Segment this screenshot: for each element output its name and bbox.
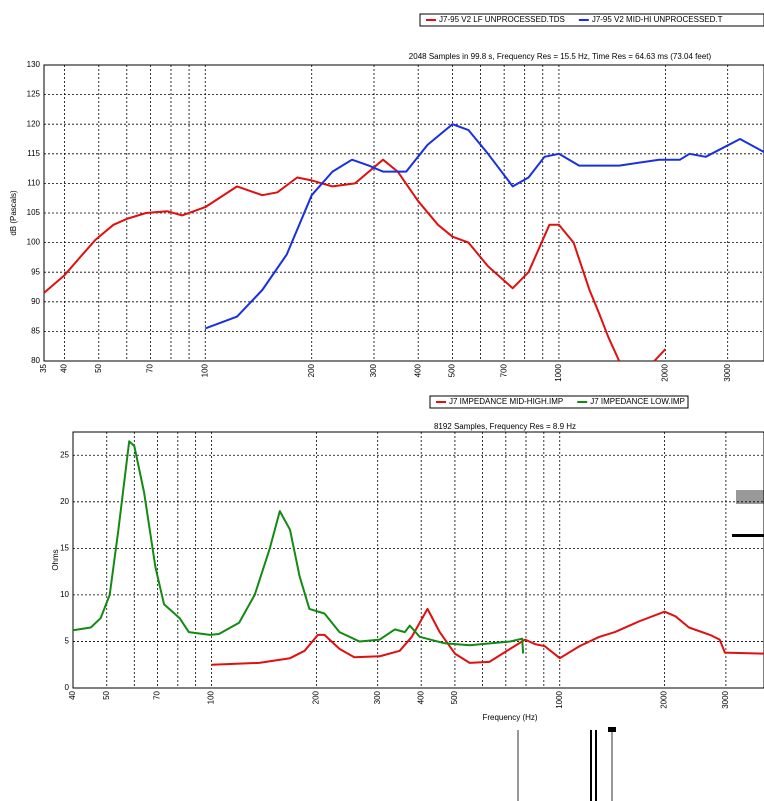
x-axis-label: Frequency (Hz) xyxy=(482,713,537,722)
legend-label: J7-95 V2 MID-HI UNPROCESSED.T xyxy=(592,15,723,24)
x-tick-label: 1000 xyxy=(555,690,564,708)
artifact xyxy=(608,727,616,732)
x-tick-label: 100 xyxy=(207,690,216,704)
x-tick-label: 40 xyxy=(60,363,69,372)
y-tick-label: 105 xyxy=(27,208,41,217)
series-line xyxy=(43,158,667,362)
x-tick-label: 400 xyxy=(413,363,422,377)
y-tick-label: 130 xyxy=(27,60,41,69)
y-tick-label: 10 xyxy=(60,590,69,599)
y-tick-label: 25 xyxy=(60,450,69,459)
chart-title: 2048 Samples in 99.8 s, Frequency Res = … xyxy=(409,52,712,61)
plot-frame xyxy=(43,64,764,362)
y-tick-label: 125 xyxy=(27,90,41,99)
x-tick-label: 2000 xyxy=(660,690,669,708)
x-tick-label: 50 xyxy=(94,363,103,372)
series-line xyxy=(211,607,764,666)
x-tick-label: 200 xyxy=(307,363,316,377)
x-tick-label: 1000 xyxy=(554,363,563,381)
y-axis-label: Ohms xyxy=(51,549,60,570)
x-tick-label: 400 xyxy=(416,690,425,704)
x-tick-label: 500 xyxy=(448,363,457,377)
legend-label: J7 IMPEDANCE MID-HIGH.IMP xyxy=(449,397,563,406)
series-line xyxy=(72,440,525,654)
x-tick-label: 2000 xyxy=(661,363,670,381)
y-tick-label: 5 xyxy=(65,637,70,646)
artifact xyxy=(732,534,764,537)
y-tick-label: 15 xyxy=(60,543,69,552)
y-tick-label: 110 xyxy=(27,179,40,188)
y-tick-label: 120 xyxy=(27,119,41,128)
y-tick-label: 115 xyxy=(27,149,40,158)
x-tick-label: 100 xyxy=(200,363,209,377)
y-tick-label: 95 xyxy=(31,267,40,276)
legend-box xyxy=(429,395,689,409)
x-tick-label: 35 xyxy=(39,363,48,372)
artifact xyxy=(736,490,764,504)
plot-frame xyxy=(72,431,764,689)
x-tick-label: 70 xyxy=(153,690,162,699)
y-tick-label: 80 xyxy=(31,356,40,365)
y-tick-label: 0 xyxy=(65,683,70,692)
x-tick-label: 40 xyxy=(68,690,77,699)
x-tick-label: 300 xyxy=(373,690,382,704)
x-tick-label: 500 xyxy=(450,690,459,704)
x-tick-label: 700 xyxy=(499,363,508,377)
legend-box xyxy=(419,13,764,27)
x-tick-label: 200 xyxy=(311,690,320,704)
legend-label: J7 IMPEDANCE LOW.IMP xyxy=(590,397,685,406)
x-tick-label: 300 xyxy=(369,363,378,377)
x-tick-label: 50 xyxy=(102,690,111,699)
series-line xyxy=(204,123,764,330)
x-tick-label: 70 xyxy=(146,363,155,372)
y-tick-label: 20 xyxy=(60,497,69,506)
y-tick-label: 100 xyxy=(27,238,41,247)
y-tick-label: 90 xyxy=(31,297,40,306)
legend-label: J7-95 V2 LF UNPROCESSED.TDS xyxy=(439,15,565,24)
y-axis-label: dB (Pascals) xyxy=(9,190,18,236)
x-tick-label: 3000 xyxy=(721,690,730,708)
x-tick-label: 3000 xyxy=(723,363,732,381)
chart-title: 8192 Samples, Frequency Res = 8.9 Hz xyxy=(434,422,576,431)
y-tick-label: 85 xyxy=(31,327,40,336)
